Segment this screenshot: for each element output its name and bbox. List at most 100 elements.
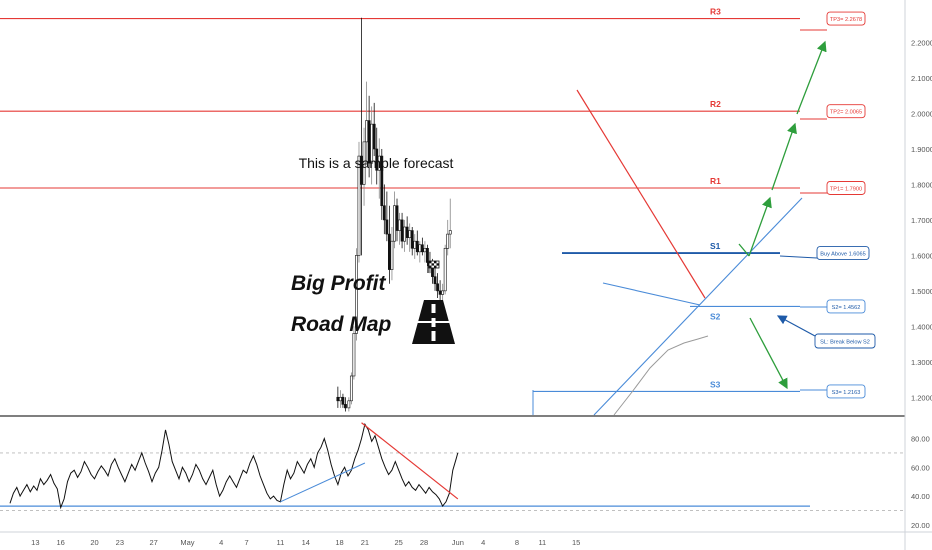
- rsi-line: [9, 422, 459, 510]
- candle-body-39: [436, 283, 439, 292]
- price-tick-label-5: 1.8000: [911, 180, 932, 189]
- candle-body-31: [415, 240, 419, 253]
- level-label-r3: R3: [710, 7, 721, 17]
- time-tick-label-6: 4: [219, 538, 223, 547]
- time-tick-label-18: 15: [572, 538, 580, 547]
- blue-wedge-lower-line: [602, 282, 701, 306]
- candle-body-33: [420, 244, 424, 253]
- rsi-indicator: [0, 422, 905, 511]
- candle-body-23: [395, 205, 399, 231]
- trend-lines: [532, 89, 803, 416]
- candle-body-26: [403, 226, 407, 242]
- price-tick-label-1: 2.2000: [911, 39, 932, 48]
- candle-body-15: [375, 148, 379, 171]
- level-tag-text-r2: TP2= 2.0065: [830, 110, 862, 116]
- rsi-axis[interactable]: 80.00 60.00 40.00 20.00: [911, 435, 930, 530]
- rsi-tick-label-1: 60.00: [911, 463, 930, 472]
- blue-uptrend-line: [593, 197, 803, 416]
- level-tag-text-r3: TP3= 2.2678: [830, 17, 862, 23]
- candle-body-8: [357, 155, 361, 256]
- time-tick-label-4: 27: [149, 538, 157, 547]
- candle-body-7: [355, 255, 358, 334]
- candle-body-2: [341, 396, 345, 405]
- candle-body-44: [448, 230, 452, 235]
- candle-body-18: [382, 205, 386, 221]
- time-axis[interactable]: 13 16 20 23 27 May 4 7 11 14 18 21 25 28 Jun 4 8 11 15: [31, 538, 580, 547]
- level-label-s1: S1: [710, 241, 721, 251]
- level-tags: TP3= 2.2678 TP2= 2.0065 TP1= 1.7900 Buy Abo…: [814, 11, 876, 399]
- candle-body-5: [349, 375, 353, 402]
- rsi-tick-label-3: 20.00: [911, 521, 930, 530]
- time-tick-label-12: 25: [395, 538, 403, 547]
- candle-body-42: [443, 247, 447, 292]
- candle-body-0: [336, 396, 340, 402]
- candle-body-6: [352, 333, 356, 377]
- candle-body-24: [398, 219, 401, 231]
- price-axis[interactable]: 2.2000 2.1000 2.0000 1.9000 1.8000 1.7000 1.60…: [911, 39, 932, 403]
- time-tick-label-17: 11: [538, 538, 546, 547]
- time-tick-label-7: 7: [245, 538, 249, 547]
- price-candles: [336, 17, 452, 412]
- time-tick-label-0: 13: [31, 538, 39, 547]
- candle-body-41: [441, 290, 445, 295]
- price-pane[interactable]: [0, 0, 905, 415]
- level-tag-box-r1: [826, 181, 866, 195]
- buy-above-pointer: [779, 255, 818, 259]
- candle-body-29: [410, 230, 414, 249]
- candle-body-40: [438, 290, 442, 295]
- level-tag-box-r3: [826, 11, 866, 26]
- candle-body-25: [400, 219, 404, 242]
- level-tag-box-s1: [816, 246, 870, 261]
- stop-loss-pointer: [776, 315, 816, 337]
- candle-body-1: [338, 396, 342, 402]
- level-label-s3: S3: [710, 379, 721, 389]
- level-tag-text-s3: S3= 1.2163: [832, 390, 861, 396]
- level-label-r1: R1: [710, 176, 721, 186]
- candle-body-27: [405, 226, 409, 238]
- moving-average-line: [613, 335, 709, 416]
- stop-loss-tag-text: SL: Break Below S2: [820, 340, 870, 346]
- price-tick-label-9: 1.4000: [911, 322, 932, 331]
- level-tag-box-s2: [826, 299, 866, 314]
- candle-body-35: [426, 247, 429, 263]
- price-tick-label-6: 1.7000: [911, 216, 932, 225]
- candle-body-20: [388, 233, 391, 270]
- candle-body-13: [370, 123, 374, 164]
- candle-body-22: [393, 205, 396, 242]
- level-label-s2: S2: [710, 311, 721, 321]
- price-tick-label-8: 1.5000: [911, 287, 932, 296]
- level-tag-text-s2: S2= 1.4562: [832, 305, 861, 311]
- candle-body-32: [418, 244, 422, 253]
- red-downtrend-line: [576, 89, 706, 299]
- rsi-downtrend-line: [361, 422, 459, 500]
- support-resistance-levels: R3 R2 R1 S1 S2 S3: [0, 7, 800, 393]
- rsi-tick-label-2: 40.00: [911, 492, 930, 501]
- candle-body-12: [367, 120, 371, 164]
- time-tick-label-2: 20: [90, 538, 98, 547]
- candle-body-43: [446, 233, 450, 249]
- candle-body-30: [413, 240, 417, 249]
- candle-body-17: [380, 155, 384, 207]
- candle-body-14: [372, 123, 376, 150]
- forecast-arrows: [738, 29, 827, 391]
- level-tag-box-s3: [826, 384, 866, 399]
- candle-body-16: [377, 155, 381, 171]
- price-tick-label-2: 2.1000: [911, 74, 932, 83]
- price-tick-label-7: 1.6000: [911, 251, 932, 260]
- time-tick-label-16: 8: [515, 538, 519, 547]
- time-tick-label-3: 23: [116, 538, 124, 547]
- candle-body-21: [390, 240, 394, 270]
- time-tick-label-9: 14: [302, 538, 310, 547]
- time-tick-label-13: 28: [420, 538, 428, 547]
- checkered-flag-icon: [427, 260, 440, 273]
- price-tick-label-3: 2.0000: [911, 110, 932, 119]
- candle-body-10: [362, 141, 366, 185]
- forecast-arrow-to-tp3: [796, 40, 827, 115]
- headline-big-profit: Big Profit: [291, 272, 386, 295]
- time-tick-label-8: 11: [277, 538, 285, 547]
- candle-body-9: [360, 155, 363, 185]
- level-tag-text-s1: Buy Above 1.6065: [820, 252, 865, 258]
- level-label-r2: R2: [710, 99, 721, 109]
- forecast-note: This is a sample forecast: [299, 155, 454, 171]
